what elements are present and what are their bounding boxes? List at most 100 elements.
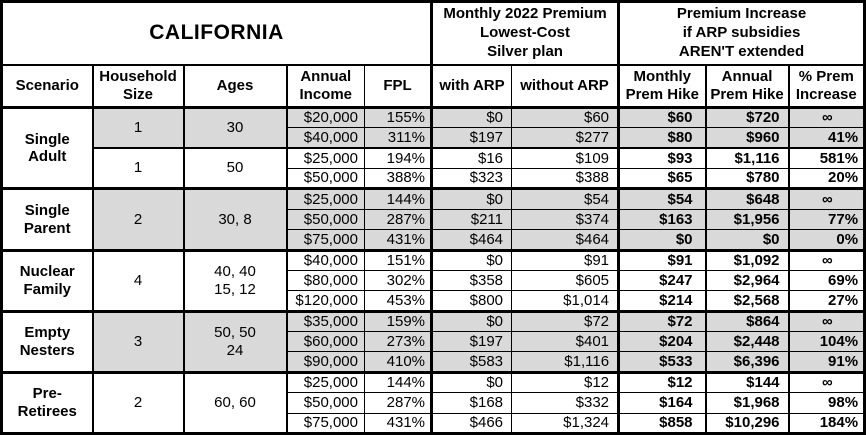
cell-with-arp: $0 [430, 187, 513, 210]
cell-annual-income: $25,000 [285, 187, 365, 210]
col-header-scenario: Scenario [1, 64, 93, 109]
cell-fpl: 287% [363, 392, 433, 414]
cell-monthly-prem-hike: $858 [617, 412, 707, 435]
col-header-with-arp: with ARP [430, 64, 513, 109]
cell-fpl: 431% [363, 412, 433, 435]
cell-household-size: 3 [91, 309, 184, 373]
cell-fpl: 388% [363, 168, 433, 190]
cell-pct-prem-increase: ∞ [787, 370, 866, 394]
cell-monthly-prem-hike: $247 [617, 269, 707, 292]
cell-with-arp: $583 [430, 351, 513, 373]
col-header-pct-prem-increase: % Prem Increase [787, 64, 866, 109]
cell-pct-prem-increase: 184% [787, 412, 866, 435]
cell-monthly-prem-hike: $54 [617, 187, 707, 210]
cell-pct-prem-increase: 20% [787, 168, 866, 190]
cell-scenario: Empty Nesters [1, 309, 93, 373]
cell-fpl: 302% [363, 269, 433, 292]
cell-annual-prem-hike: $1,092 [704, 248, 790, 271]
cell-fpl: 194% [363, 147, 433, 170]
cell-scenario: Single Parent [1, 187, 93, 251]
premium-section-header: Monthly 2022 Premium Lowest-Cost Silver … [430, 0, 620, 66]
col-header-monthly-prem-hike: Monthly Prem Hike [617, 64, 707, 109]
cell-fpl: 311% [363, 127, 433, 149]
cell-with-arp: $0 [430, 309, 513, 333]
cell-annual-prem-hike: $0 [704, 229, 790, 251]
cell-pct-prem-increase: 581% [787, 147, 866, 170]
cell-household-size: 1 [91, 106, 184, 149]
cell-monthly-prem-hike: $533 [617, 351, 707, 373]
cell-pct-prem-increase: 69% [787, 269, 866, 292]
cell-pct-prem-increase: ∞ [787, 187, 866, 210]
cell-monthly-prem-hike: $91 [617, 248, 707, 271]
cell-monthly-prem-hike: $204 [617, 331, 707, 353]
cell-annual-prem-hike: $720 [704, 106, 790, 129]
cell-ages: 50, 50 24 [182, 309, 287, 373]
cell-scenario: Nuclear Family [1, 248, 93, 312]
cell-with-arp: $0 [430, 370, 513, 394]
cell-without-arp: $332 [511, 392, 620, 414]
cell-scenario: Pre- Retirees [1, 370, 93, 435]
cell-annual-income: $20,000 [285, 106, 365, 129]
cell-annual-prem-hike: $2,964 [704, 269, 790, 292]
cell-with-arp: $0 [430, 248, 513, 271]
cell-annual-income: $40,000 [285, 248, 365, 271]
cell-annual-prem-hike: $2,448 [704, 331, 790, 353]
cell-with-arp: $197 [430, 331, 513, 353]
cell-fpl: 287% [363, 208, 433, 231]
cell-fpl: 151% [363, 248, 433, 271]
cell-without-arp: $1,324 [511, 412, 620, 435]
cell-without-arp: $60 [511, 106, 620, 129]
cell-pct-prem-increase: 41% [787, 127, 866, 149]
cell-monthly-prem-hike: $12 [617, 370, 707, 394]
cell-pct-prem-increase: 27% [787, 290, 866, 312]
col-header-annual-prem-hike: Annual Prem Hike [704, 64, 790, 109]
cell-annual-prem-hike: $780 [704, 168, 790, 190]
cell-annual-income: $75,000 [285, 412, 365, 435]
cell-without-arp: $1,116 [511, 351, 620, 373]
cell-monthly-prem-hike: $214 [617, 290, 707, 312]
cell-with-arp: $800 [430, 290, 513, 312]
cell-monthly-prem-hike: $0 [617, 229, 707, 251]
cell-ages: 30, 8 [182, 187, 287, 251]
cell-without-arp: $464 [511, 229, 620, 251]
cell-ages: 50 [182, 147, 287, 190]
cell-without-arp: $54 [511, 187, 620, 210]
cell-monthly-prem-hike: $60 [617, 106, 707, 129]
cell-annual-prem-hike: $144 [704, 370, 790, 394]
cell-pct-prem-increase: 98% [787, 392, 866, 414]
cell-ages: 30 [182, 106, 287, 149]
cell-with-arp: $323 [430, 168, 513, 190]
cell-with-arp: $466 [430, 412, 513, 435]
cell-monthly-prem-hike: $163 [617, 208, 707, 231]
cell-with-arp: $358 [430, 269, 513, 292]
cell-monthly-prem-hike: $93 [617, 147, 707, 170]
cell-with-arp: $168 [430, 392, 513, 414]
cell-annual-prem-hike: $6,396 [704, 351, 790, 373]
col-header-ages: Ages [182, 64, 287, 109]
cell-with-arp: $464 [430, 229, 513, 251]
cell-annual-prem-hike: $1,956 [704, 208, 790, 231]
cell-monthly-prem-hike: $65 [617, 168, 707, 190]
cell-scenario: Single Adult [1, 106, 93, 190]
cell-without-arp: $12 [511, 370, 620, 394]
cell-annual-income: $120,000 [285, 290, 365, 312]
cell-with-arp: $197 [430, 127, 513, 149]
cell-fpl: 155% [363, 106, 433, 129]
cell-annual-prem-hike: $960 [704, 127, 790, 149]
cell-with-arp: $0 [430, 106, 513, 129]
cell-fpl: 431% [363, 229, 433, 251]
cell-annual-income: $50,000 [285, 168, 365, 190]
region-title: CALIFORNIA [0, 0, 433, 66]
cell-fpl: 159% [363, 309, 433, 333]
cell-monthly-prem-hike: $72 [617, 309, 707, 333]
cell-pct-prem-increase: ∞ [787, 309, 866, 333]
cell-ages: 40, 40 15, 12 [182, 248, 287, 312]
cell-annual-prem-hike: $1,968 [704, 392, 790, 414]
cell-pct-prem-increase: 91% [787, 351, 866, 373]
cell-annual-prem-hike: $648 [704, 187, 790, 210]
cell-pct-prem-increase: 0% [787, 229, 866, 251]
cell-household-size: 1 [91, 147, 184, 190]
cell-fpl: 144% [363, 187, 433, 210]
